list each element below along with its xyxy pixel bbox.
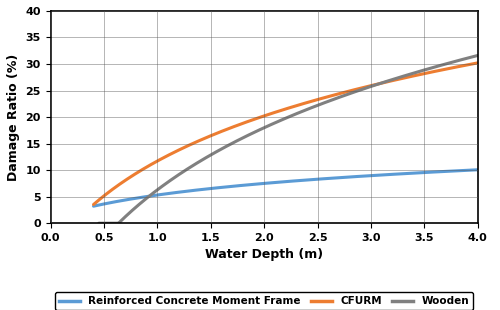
Reinforced Concrete Moment Frame: [247, 183, 253, 187]
X-axis label: Water Depth (m): Water Depth (m): [205, 249, 323, 261]
CFURM: [249, 118, 255, 122]
CFURM: [474, 61, 480, 65]
Wooden: [122, 216, 128, 219]
Line: Reinforced Concrete Moment Frame: Reinforced Concrete Moment Frame: [94, 170, 478, 206]
Wooden: [474, 54, 480, 57]
Wooden: [140, 199, 146, 203]
Legend: Reinforced Concrete Moment Frame, CFURM, Wooden: Reinforced Concrete Moment Frame, CFURM,…: [55, 292, 474, 310]
Reinforced Concrete Moment Frame: [172, 191, 178, 194]
CFURM: [352, 87, 358, 91]
Wooden: [290, 113, 296, 117]
Wooden: [96, 221, 102, 225]
Wooden: [260, 126, 266, 130]
Y-axis label: Damage Ratio (%): Damage Ratio (%): [7, 53, 20, 181]
Reinforced Concrete Moment Frame: [474, 168, 480, 172]
CFURM: [112, 185, 118, 189]
CFURM: [247, 119, 253, 122]
Reinforced Concrete Moment Frame: [234, 184, 240, 188]
Line: Wooden: Wooden: [99, 55, 477, 223]
CFURM: [172, 150, 178, 153]
CFURM: [234, 123, 240, 127]
Wooden: [450, 60, 456, 64]
Reinforced Concrete Moment Frame: [90, 204, 96, 208]
Reinforced Concrete Moment Frame: [112, 200, 118, 204]
Wooden: [262, 125, 268, 129]
Line: CFURM: CFURM: [94, 63, 478, 205]
Reinforced Concrete Moment Frame: [249, 183, 255, 186]
Reinforced Concrete Moment Frame: [352, 175, 358, 179]
CFURM: [90, 203, 96, 206]
